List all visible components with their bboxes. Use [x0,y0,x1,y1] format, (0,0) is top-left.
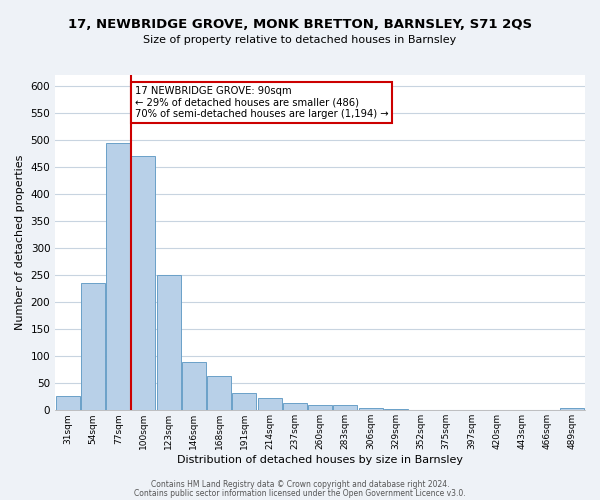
Text: 17, NEWBRIDGE GROVE, MONK BRETTON, BARNSLEY, S71 2QS: 17, NEWBRIDGE GROVE, MONK BRETTON, BARNS… [68,18,532,30]
Bar [56,396,80,410]
Bar [157,275,181,410]
Bar [106,142,130,410]
X-axis label: Distribution of detached houses by size in Barnsley: Distribution of detached houses by size … [177,455,463,465]
Bar [207,376,231,410]
Bar [232,393,256,410]
Bar [334,405,357,410]
Bar [283,404,307,410]
Bar [308,405,332,410]
Text: Contains public sector information licensed under the Open Government Licence v3: Contains public sector information licen… [134,488,466,498]
Bar [81,283,105,410]
Bar [384,409,408,410]
Text: Size of property relative to detached houses in Barnsley: Size of property relative to detached ho… [143,35,457,45]
Bar [560,408,584,410]
Bar [257,398,281,410]
Y-axis label: Number of detached properties: Number of detached properties [15,155,25,330]
Text: 17 NEWBRIDGE GROVE: 90sqm
← 29% of detached houses are smaller (486)
70% of semi: 17 NEWBRIDGE GROVE: 90sqm ← 29% of detac… [134,86,388,119]
Bar [359,408,383,410]
Bar [182,362,206,410]
Bar [131,156,155,410]
Text: Contains HM Land Registry data © Crown copyright and database right 2024.: Contains HM Land Registry data © Crown c… [151,480,449,489]
